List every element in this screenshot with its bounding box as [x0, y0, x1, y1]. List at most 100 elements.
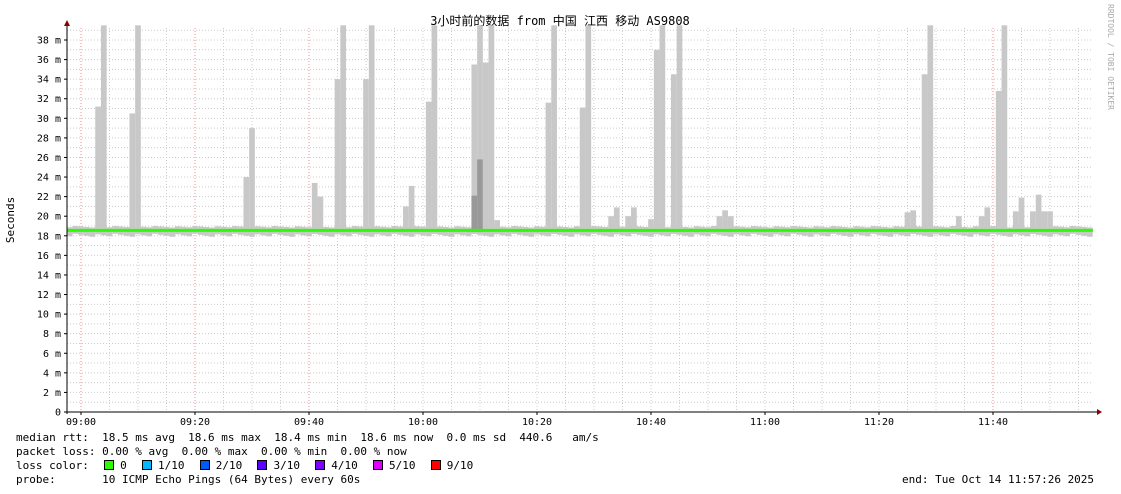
smoke-spike: [363, 79, 369, 234]
smoke-spike: [716, 216, 723, 234]
smoke-spike: [1001, 25, 1008, 234]
y-tick-label: 14 m: [37, 270, 61, 281]
smoke-spike: [921, 74, 928, 234]
x-tick-label: 10:40: [636, 417, 666, 428]
smoke-bar: [89, 227, 96, 237]
smoke-spike: [722, 210, 728, 234]
x-tick-label: 09:00: [66, 417, 96, 428]
y-tick-label: 4 m: [43, 368, 61, 379]
y-tick-label: 26 m: [37, 153, 61, 164]
smoke-bar: [767, 227, 774, 237]
smoke-spike: [648, 219, 654, 234]
y-tick-label: 10 m: [37, 310, 61, 321]
probe-legend: probe: 10 ICMP Echo Pings (64 Bytes) eve…: [16, 473, 361, 486]
loss-color-swatch: [104, 460, 115, 470]
smoke-inner: [477, 159, 483, 232]
loss-color-swatch: [141, 460, 152, 470]
smoke-spike: [135, 25, 141, 234]
loss-color-label: loss color:: [16, 459, 89, 472]
smoke-spike: [659, 25, 666, 234]
smoke-spike: [625, 216, 632, 234]
watermark: RRDTOOL / TOBI OETIKER: [1106, 4, 1115, 110]
y-tick-label: 28 m: [37, 133, 61, 144]
loss-color-swatch: [430, 460, 441, 470]
end-time: end: Tue Oct 14 11:57:26 2025: [902, 473, 1095, 486]
y-tick-label: 20 m: [37, 212, 61, 223]
loss-color-swatch: [257, 460, 268, 470]
loss-color-label: 0: [120, 459, 140, 472]
smoke-spike: [978, 216, 985, 234]
y-tick-label: 2 m: [43, 388, 61, 399]
y-tick-label: 12 m: [37, 290, 61, 301]
y-tick-label: 38 m: [37, 36, 61, 47]
y-tick-label: 8 m: [43, 329, 61, 340]
smoke-spike: [403, 206, 409, 234]
smoke-spike: [904, 212, 911, 234]
smoke-spike: [340, 25, 347, 234]
smoke-inner: [471, 195, 478, 232]
smoke-spike: [368, 25, 375, 234]
smoke-spike: [613, 207, 620, 234]
median-line: [67, 228, 1093, 232]
median-rtt-legend: median rtt: 18.5 ms avg 18.6 ms max 18.4…: [16, 431, 599, 444]
loss-color-label: 5/10: [388, 459, 429, 472]
y-tick-label: 24 m: [37, 173, 61, 184]
smoke-spike: [249, 128, 255, 234]
smoke-marks: [66, 25, 1093, 237]
loss-color-swatch: [199, 460, 210, 470]
smoke-spike: [727, 216, 734, 234]
smoke-bar: [967, 227, 974, 237]
smoke-bar: [807, 227, 814, 237]
smoke-spike: [579, 107, 586, 234]
smoke-bar: [209, 227, 215, 237]
latency-chart: 3小时前的数据 from 中国 江西 移动 AS9808 Seconds RRD…: [4, 4, 1115, 428]
smoke-spike: [910, 210, 917, 234]
y-tick-label: 18 m: [37, 231, 61, 242]
smoke-spike: [1047, 211, 1053, 234]
x-axis-arrow: [1097, 409, 1102, 415]
smoke-spike: [243, 177, 250, 234]
y-axis-label: Seconds: [4, 197, 17, 243]
smoke-spike: [488, 25, 495, 234]
smoke-spike: [482, 62, 489, 234]
smoke-spike: [653, 49, 660, 234]
smoke-spike: [129, 113, 136, 234]
x-tick-label: 11:20: [864, 417, 894, 428]
smoke-spike: [551, 25, 557, 234]
smoke-bar: [289, 227, 295, 237]
loss-color-swatch: [315, 460, 326, 470]
smoke-spike: [984, 207, 991, 234]
smoke-spike: [1035, 194, 1042, 234]
smoke-spike: [1012, 211, 1019, 234]
smoke-bar: [328, 227, 335, 237]
smoke-spike: [676, 25, 683, 234]
y-tick-label: 34 m: [37, 75, 61, 86]
x-tick-label: 10:00: [408, 417, 438, 428]
smoke-spike: [670, 74, 677, 234]
smoke-bar: [568, 227, 575, 237]
chart-title: 3小时前的数据 from 中国 江西 移动 AS9808: [430, 13, 690, 28]
y-tick-label: 36 m: [37, 55, 61, 66]
x-tick-label: 11:40: [978, 417, 1008, 428]
smoke-spike: [494, 220, 500, 234]
loss-color-swatch: [372, 460, 383, 470]
y-tick-label: 16 m: [37, 251, 61, 262]
smoke-spike: [545, 102, 552, 234]
loss-color-label: 3/10: [273, 459, 314, 472]
smoke-spike: [1018, 197, 1025, 234]
smoke-spike: [408, 185, 415, 234]
smoke-spike: [334, 79, 341, 234]
y-tick-label: 22 m: [37, 192, 61, 203]
smoke-spike: [431, 25, 438, 234]
smoke-spike: [425, 101, 432, 234]
smoke-spike: [955, 216, 962, 234]
smoke-spike: [927, 25, 934, 234]
smoke-bar: [887, 227, 894, 237]
loss-color-label: 4/10: [331, 459, 371, 472]
smoke-spike: [608, 216, 614, 234]
smoke-spike: [100, 25, 107, 234]
smoke-spike: [477, 25, 483, 234]
x-tick-label: 09:20: [180, 417, 210, 428]
x-tick-label: 09:40: [294, 417, 324, 428]
y-tick-label: 32 m: [37, 94, 61, 105]
